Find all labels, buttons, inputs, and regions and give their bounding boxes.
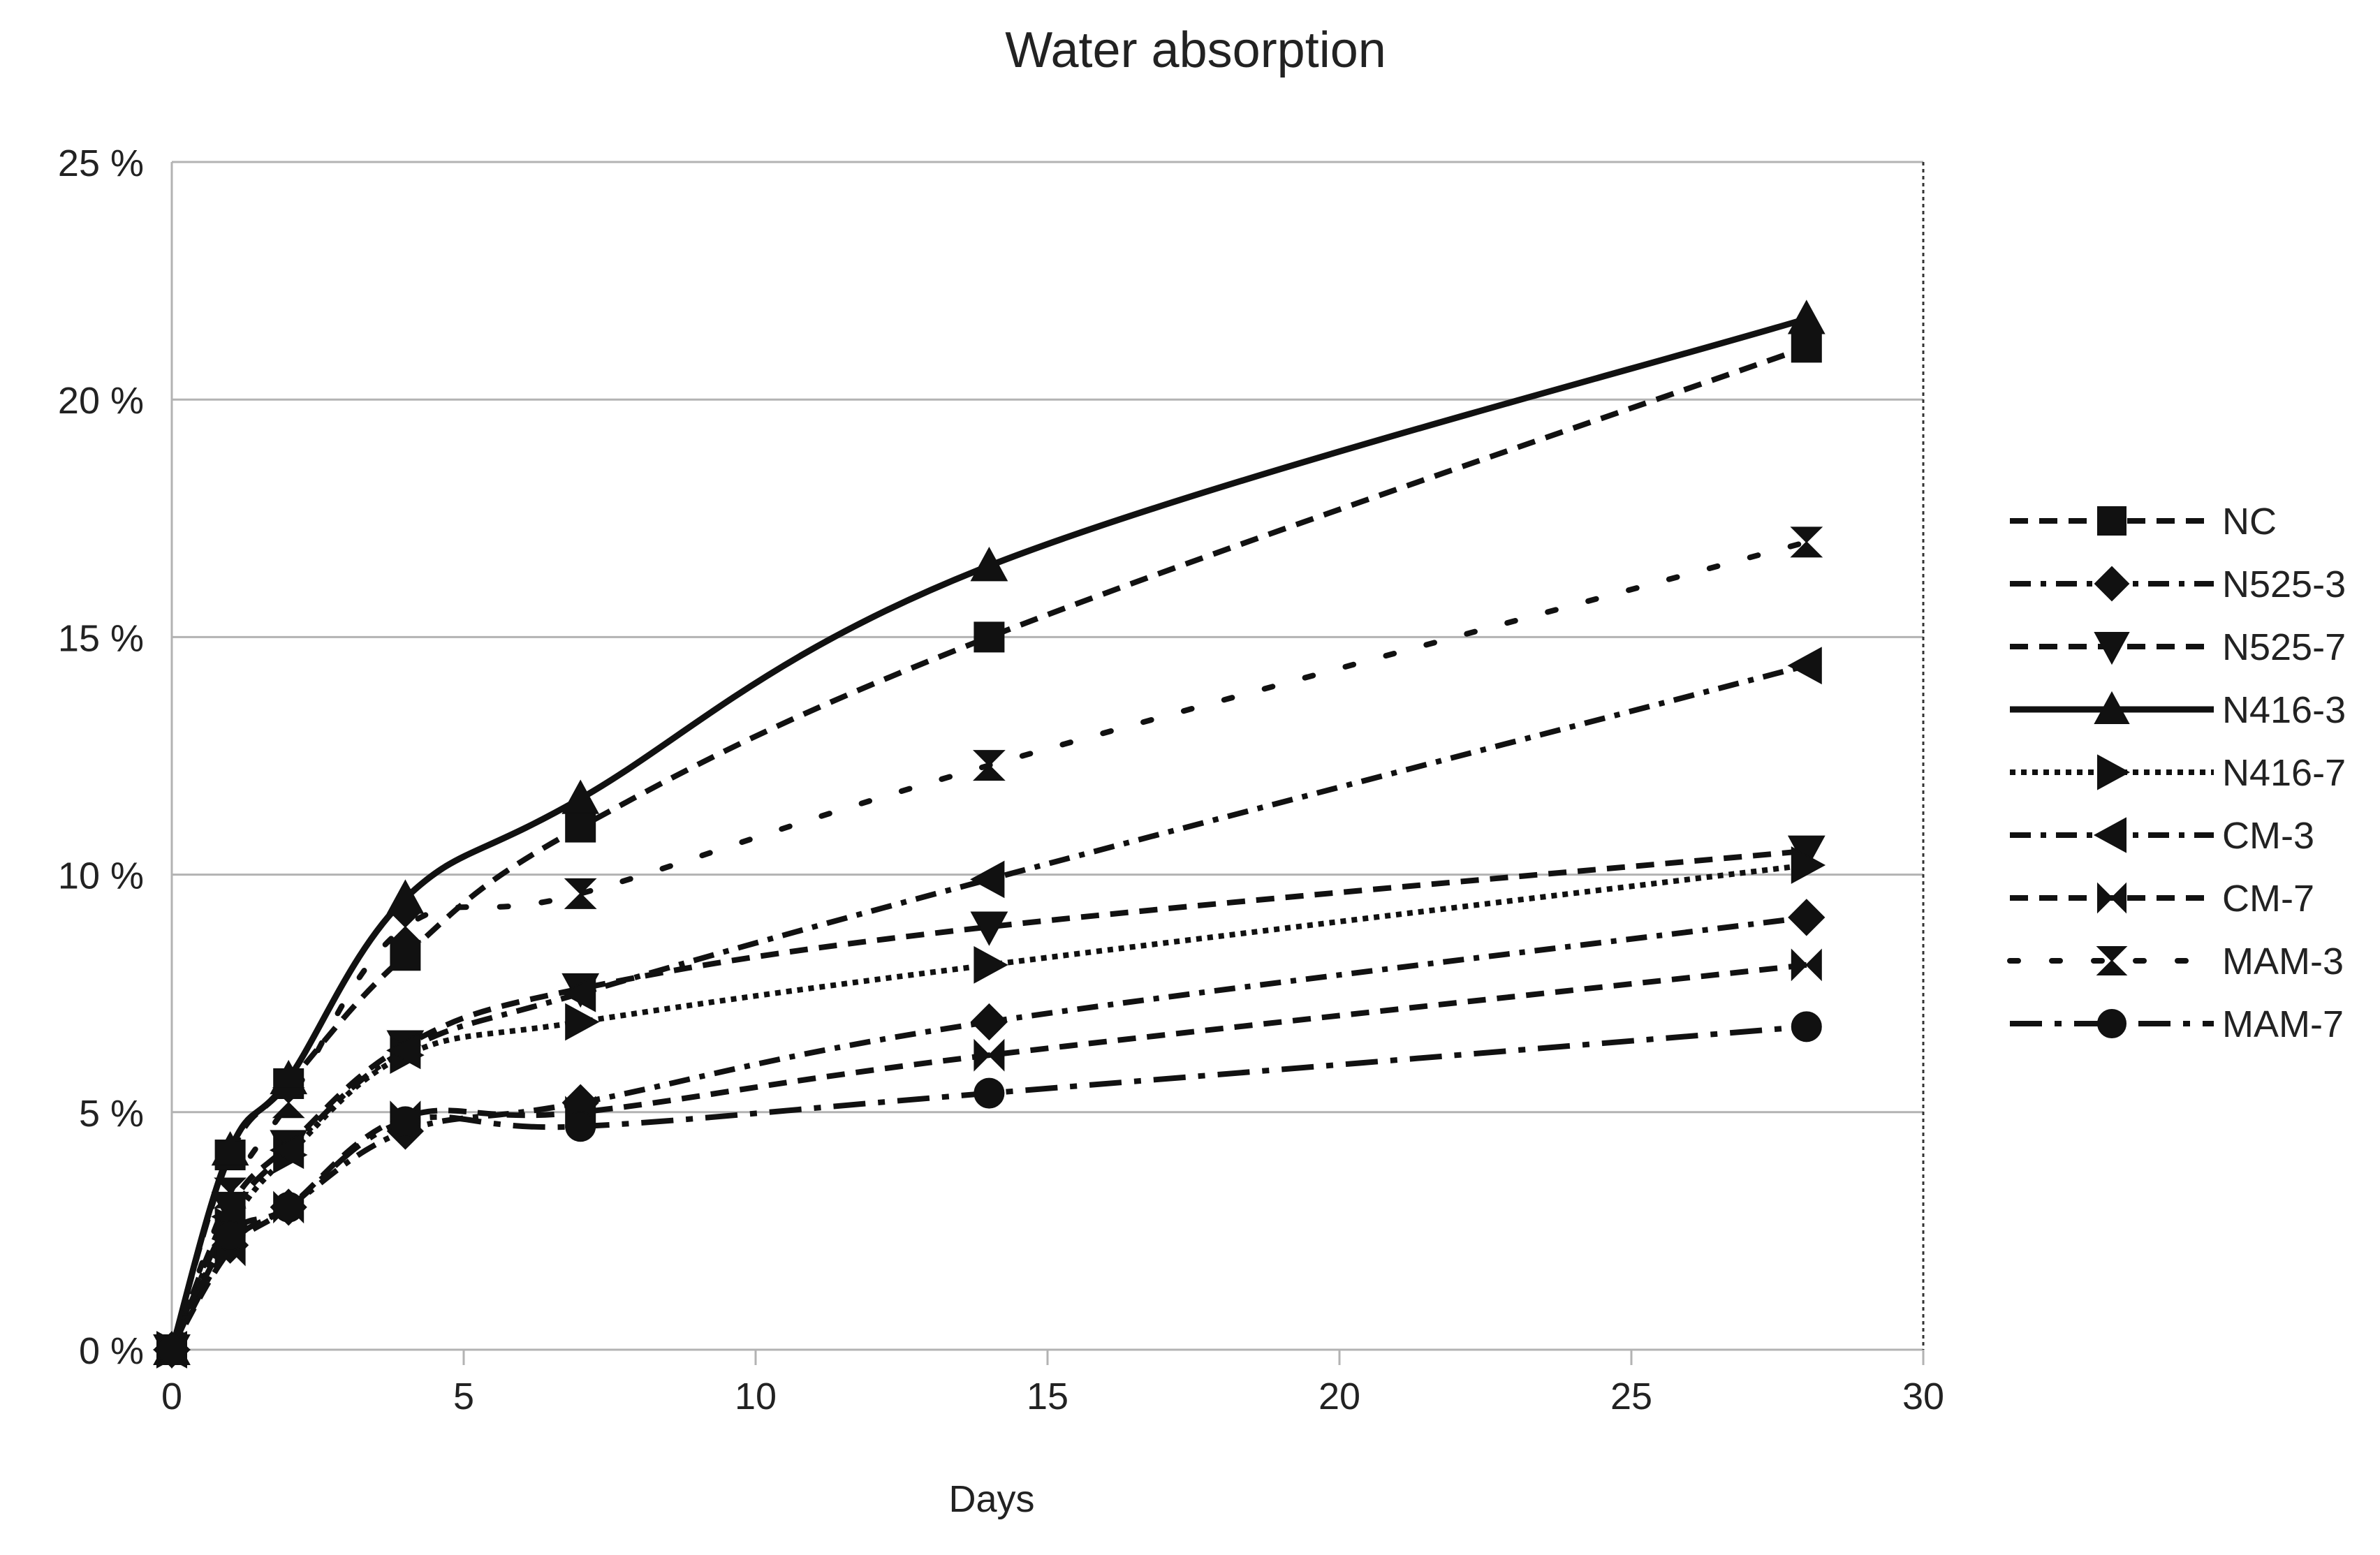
data-point-mam-3-x1 [214,1177,247,1209]
data-point-n525-3-x14 [970,1003,1008,1041]
legend-label-cm-7: CM-7 [2222,878,2314,920]
data-point-mam-3-x14 [972,750,1006,781]
data-point-cm-7-x28 [1791,948,1822,982]
y-tick-label: 0 % [79,1330,144,1372]
y-tick-label: 10 % [58,855,144,897]
y-tick-label: 20 % [58,380,144,422]
data-point-mam-7-x7 [565,1111,596,1142]
legend-label-nc: NC [2222,501,2277,543]
legend-label-n416-7: N416-7 [2222,752,2346,794]
gridlines [172,161,1923,1114]
x-axis-label: Days [948,1478,1034,1520]
legend-marker-nc [2097,506,2126,536]
series-line-mam-3 [169,539,1809,1353]
data-point-mam-7-x28 [1791,1011,1822,1042]
data-point-nc-x14 [974,621,1005,653]
series-line-mam-7 [169,1024,1807,1351]
data-point-cm-3-x14 [970,860,1005,899]
series-lines [168,316,1809,1353]
legend-label-mam-7: MAM-7 [2222,1003,2344,1045]
data-point-n416-3-x1 [211,1130,249,1166]
data-point-nc-x7 [565,811,596,843]
data-point-n525-7-x14 [970,911,1008,946]
legend-marker-n416-3 [2094,691,2130,724]
data-point-mam-7-x14 [974,1077,1005,1109]
data-point-mam-3-x28 [1790,526,1823,558]
data-point-mam-7-x2 [273,1191,304,1223]
data-point-mam-7-x1 [214,1220,246,1251]
data-point-mam-3-x7 [564,878,597,909]
x-tick-label: 25 [1610,1376,1652,1417]
y-tick-label: 5 % [79,1093,144,1135]
x-tick-label: 30 [1902,1376,1944,1417]
data-point-nc-x28 [1791,332,1822,363]
x-tick-label: 5 [453,1376,474,1417]
x-tick-label: 0 [161,1376,182,1417]
legend-marker-cm-7 [2097,882,2126,914]
series-line-nc [169,344,1808,1351]
data-point-cm-3-x2 [269,1131,304,1170]
data-point-n416-3-x7 [561,779,600,814]
data-point-cm-3-x7 [561,974,596,1012]
y-tick-label: 25 % [58,142,144,184]
data-point-mam-7-x4 [390,1106,421,1137]
data-point-cm-3-x28 [1787,647,1822,685]
legend-marker-n525-7 [2094,632,2130,665]
series-markers [152,300,1826,1369]
x-tick-label: 15 [1027,1376,1068,1417]
axes: 0 % 5 % 10 % 15 % 20 % 25 % 0 5 10 15 20 25 30 [58,142,1944,1417]
data-point-n416-7-x28 [1791,846,1826,884]
data-point-mam-3-x4 [388,911,422,943]
data-point-nc-x4 [390,940,421,971]
legend: NC N525-3 N525-7 N416-3 N416-7 CM-3 CM-7 MAM-3 M… [2007,501,2346,1045]
data-point-n416-7-x14 [974,945,1008,984]
data-point-mam-3-x2 [272,1087,305,1119]
x-tick-label: 10 [735,1376,777,1417]
data-point-n525-3-x28 [1788,899,1826,936]
series-line-n416-7 [169,862,1807,1351]
data-point-cm-3-x4 [386,1031,421,1070]
legend-label-cm-3: CM-3 [2222,815,2314,857]
data-point-n416-7-x7 [565,1003,600,1041]
legend-label-n525-7: N525-7 [2222,626,2346,668]
series-line-n416-3 [168,316,1808,1351]
data-point-n416-3-x14 [970,547,1008,582]
data-point-mam-7-x0 [156,1334,187,1365]
legend-label-mam-3: MAM-3 [2222,941,2344,982]
data-point-n416-3-x28 [1787,300,1826,334]
legend-label-n416-3: N416-3 [2222,689,2346,731]
legend-marker-cm-3 [2093,817,2126,853]
legend-marker-n416-7 [2097,754,2131,790]
legend-marker-mam-7 [2097,1009,2126,1038]
x-tick-label: 20 [1318,1376,1360,1417]
y-tick-label: 15 % [58,617,144,659]
data-point-cm-7-x14 [974,1038,1005,1072]
chart-title: Water absorption [1005,22,1386,78]
legend-marker-mam-3 [2096,946,2128,975]
legend-label-n525-3: N525-3 [2222,563,2346,605]
legend-marker-n525-3 [2094,566,2130,602]
